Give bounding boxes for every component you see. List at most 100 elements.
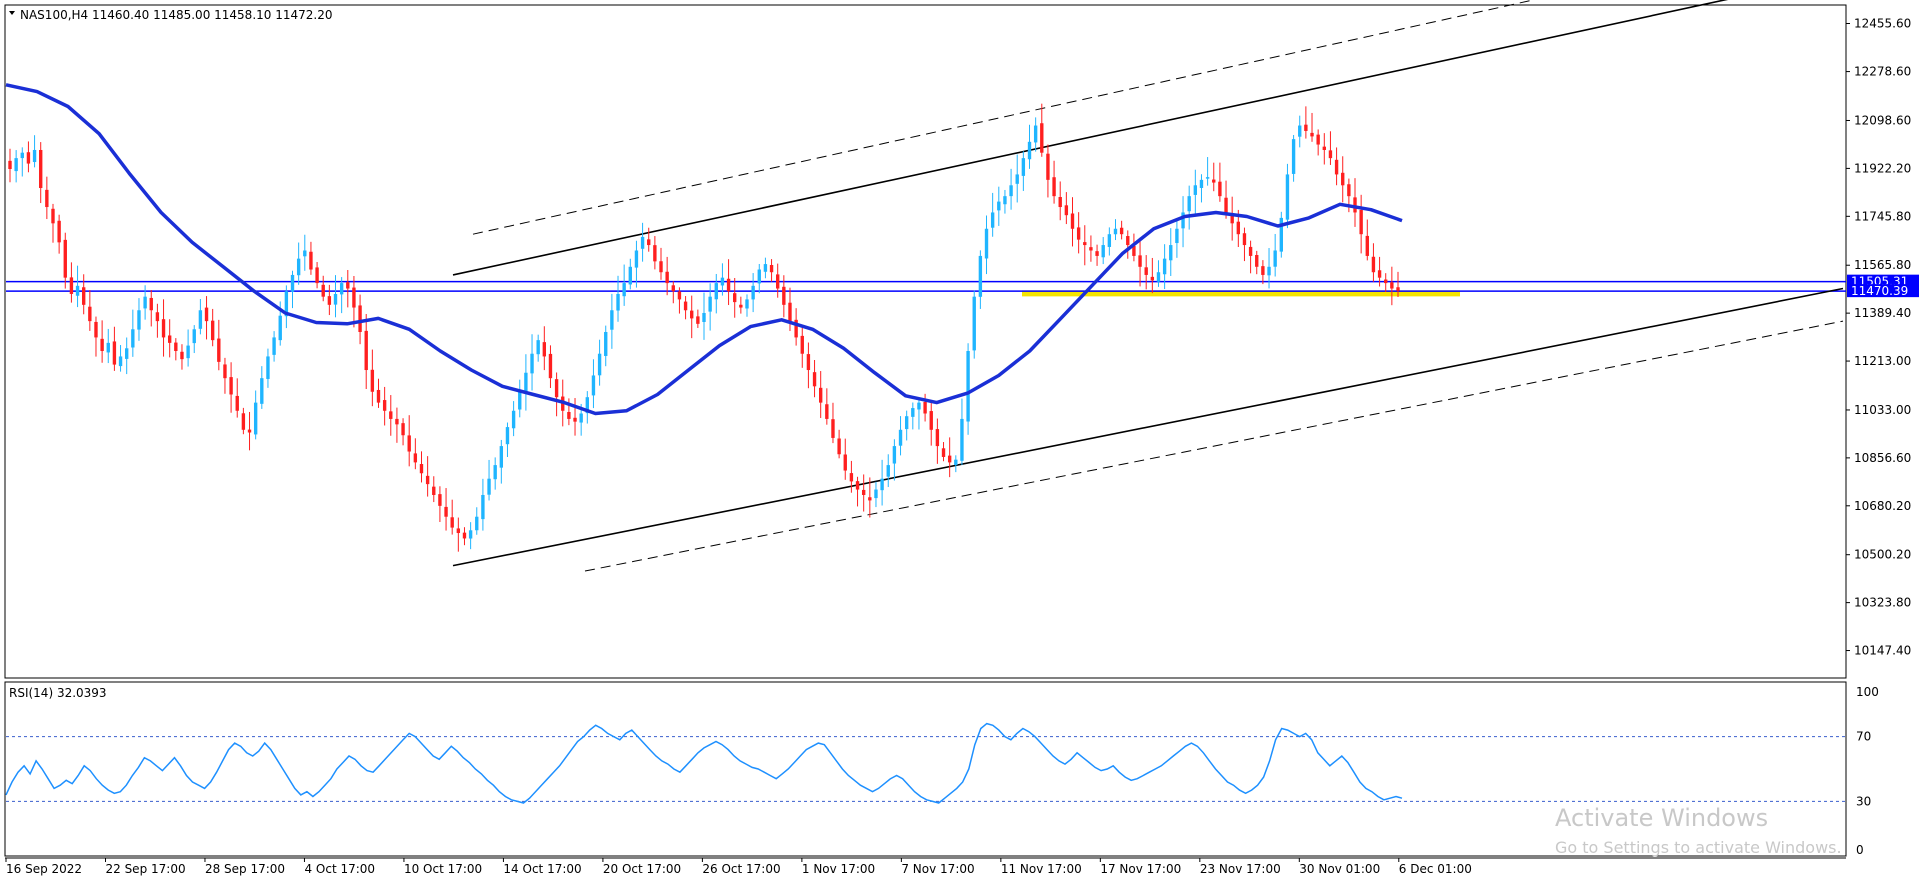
time-tick-label: 14 Oct 17:00 [503, 862, 581, 876]
candle-body [1371, 256, 1376, 273]
candle-body [794, 319, 798, 338]
candle-body [1083, 242, 1087, 246]
candle-body [223, 364, 227, 379]
candle-body [499, 446, 504, 468]
candle-body [143, 296, 147, 309]
price-tick-label: 12278.60 [1854, 65, 1911, 79]
candle-body [1236, 221, 1241, 235]
candle-body [1193, 185, 1198, 195]
time-tick-label: 16 Sep 2022 [6, 862, 82, 876]
candle-body [886, 465, 890, 477]
candle-body [1242, 233, 1247, 246]
rsi-level-label: 0 [1856, 843, 1864, 857]
rsi-level-label: 30 [1856, 794, 1871, 808]
candle-body [769, 265, 774, 273]
candle-body [696, 316, 700, 324]
time-tick-label: 23 Nov 17:00 [1200, 862, 1281, 876]
candle-body [20, 152, 24, 159]
candle-body [1150, 276, 1155, 281]
candle-body [8, 160, 12, 169]
candle-body [186, 345, 190, 359]
rsi-panel [4, 681, 1847, 857]
candle-body [1181, 212, 1185, 229]
candle-body [1021, 158, 1026, 176]
candle-body [1187, 196, 1191, 212]
candle-body [1334, 159, 1339, 175]
candle-body [1341, 172, 1345, 186]
candle-body [1162, 258, 1167, 275]
candle-body [1015, 174, 1019, 184]
candle-body [751, 285, 755, 300]
candle-body [1205, 177, 1210, 179]
candle-body [1261, 266, 1265, 275]
candle-body [112, 341, 117, 365]
candle-body [505, 427, 510, 445]
candle-body [1199, 179, 1204, 188]
price-tick-label: 10147.40 [1854, 644, 1911, 658]
candle-body [198, 310, 203, 329]
price-tick-label: 11213.00 [1854, 354, 1911, 368]
candle-body [235, 395, 239, 411]
candle-body [567, 411, 571, 419]
candle-body [757, 269, 761, 284]
candle-body [75, 285, 80, 296]
candle-body [260, 378, 264, 404]
candle-body [1384, 279, 1388, 284]
candle-body [192, 329, 196, 344]
channel-lines-layer [452, 0, 1844, 572]
candle-body [468, 530, 473, 539]
channel-dashed-lower [584, 320, 1844, 572]
candle-body [229, 377, 233, 395]
candle-body [683, 301, 688, 311]
candle-body [843, 454, 847, 471]
candle-body [548, 353, 553, 379]
candle-body [1390, 282, 1394, 289]
dropdown-triangle-icon[interactable] [9, 11, 15, 15]
price-tick-label: 11745.80 [1854, 209, 1911, 223]
candle-body [966, 351, 970, 422]
candle-body [204, 307, 209, 322]
candle-body [389, 411, 393, 419]
candle-body [1046, 153, 1050, 180]
candle-body [475, 516, 479, 531]
candle-body [278, 315, 282, 341]
time-tick-label: 7 Nov 17:00 [901, 862, 974, 876]
candle-body [763, 264, 768, 272]
candle-body [1328, 150, 1333, 159]
price-tick-label: 11033.00 [1854, 403, 1911, 417]
candle-body [39, 149, 43, 189]
candle-body [137, 310, 141, 330]
candle-body [1095, 251, 1099, 256]
candle-body [628, 266, 632, 285]
candle-body [634, 250, 639, 268]
candle-body [247, 429, 252, 433]
candle-body [425, 475, 430, 485]
candle-body [1058, 197, 1062, 208]
support-zone-layer [1022, 290, 1460, 297]
candle-body [825, 404, 829, 419]
time-tick-label: 30 Nov 01:00 [1299, 862, 1380, 876]
candle-body [125, 348, 129, 359]
support-zone-band [1022, 290, 1460, 297]
candle-body [333, 293, 338, 305]
candle-body [997, 201, 1001, 211]
candle-body [327, 296, 332, 305]
candle-body [180, 351, 184, 360]
price-tick-label: 10856.60 [1854, 451, 1911, 465]
candle-body [352, 287, 356, 308]
time-tick-label: 17 Nov 17:00 [1100, 862, 1181, 876]
candle-body [542, 342, 547, 357]
price-line-tag-bg [1847, 284, 1919, 298]
candle-body [960, 418, 964, 461]
candle-body [1040, 123, 1044, 153]
candle-body [438, 494, 442, 506]
price-tick-label: 10500.20 [1854, 548, 1911, 562]
candle-body [296, 258, 301, 276]
candle-body [118, 356, 123, 367]
candle-body [69, 277, 74, 294]
rsi-level-label: 70 [1856, 730, 1871, 744]
candle-body [941, 448, 946, 457]
